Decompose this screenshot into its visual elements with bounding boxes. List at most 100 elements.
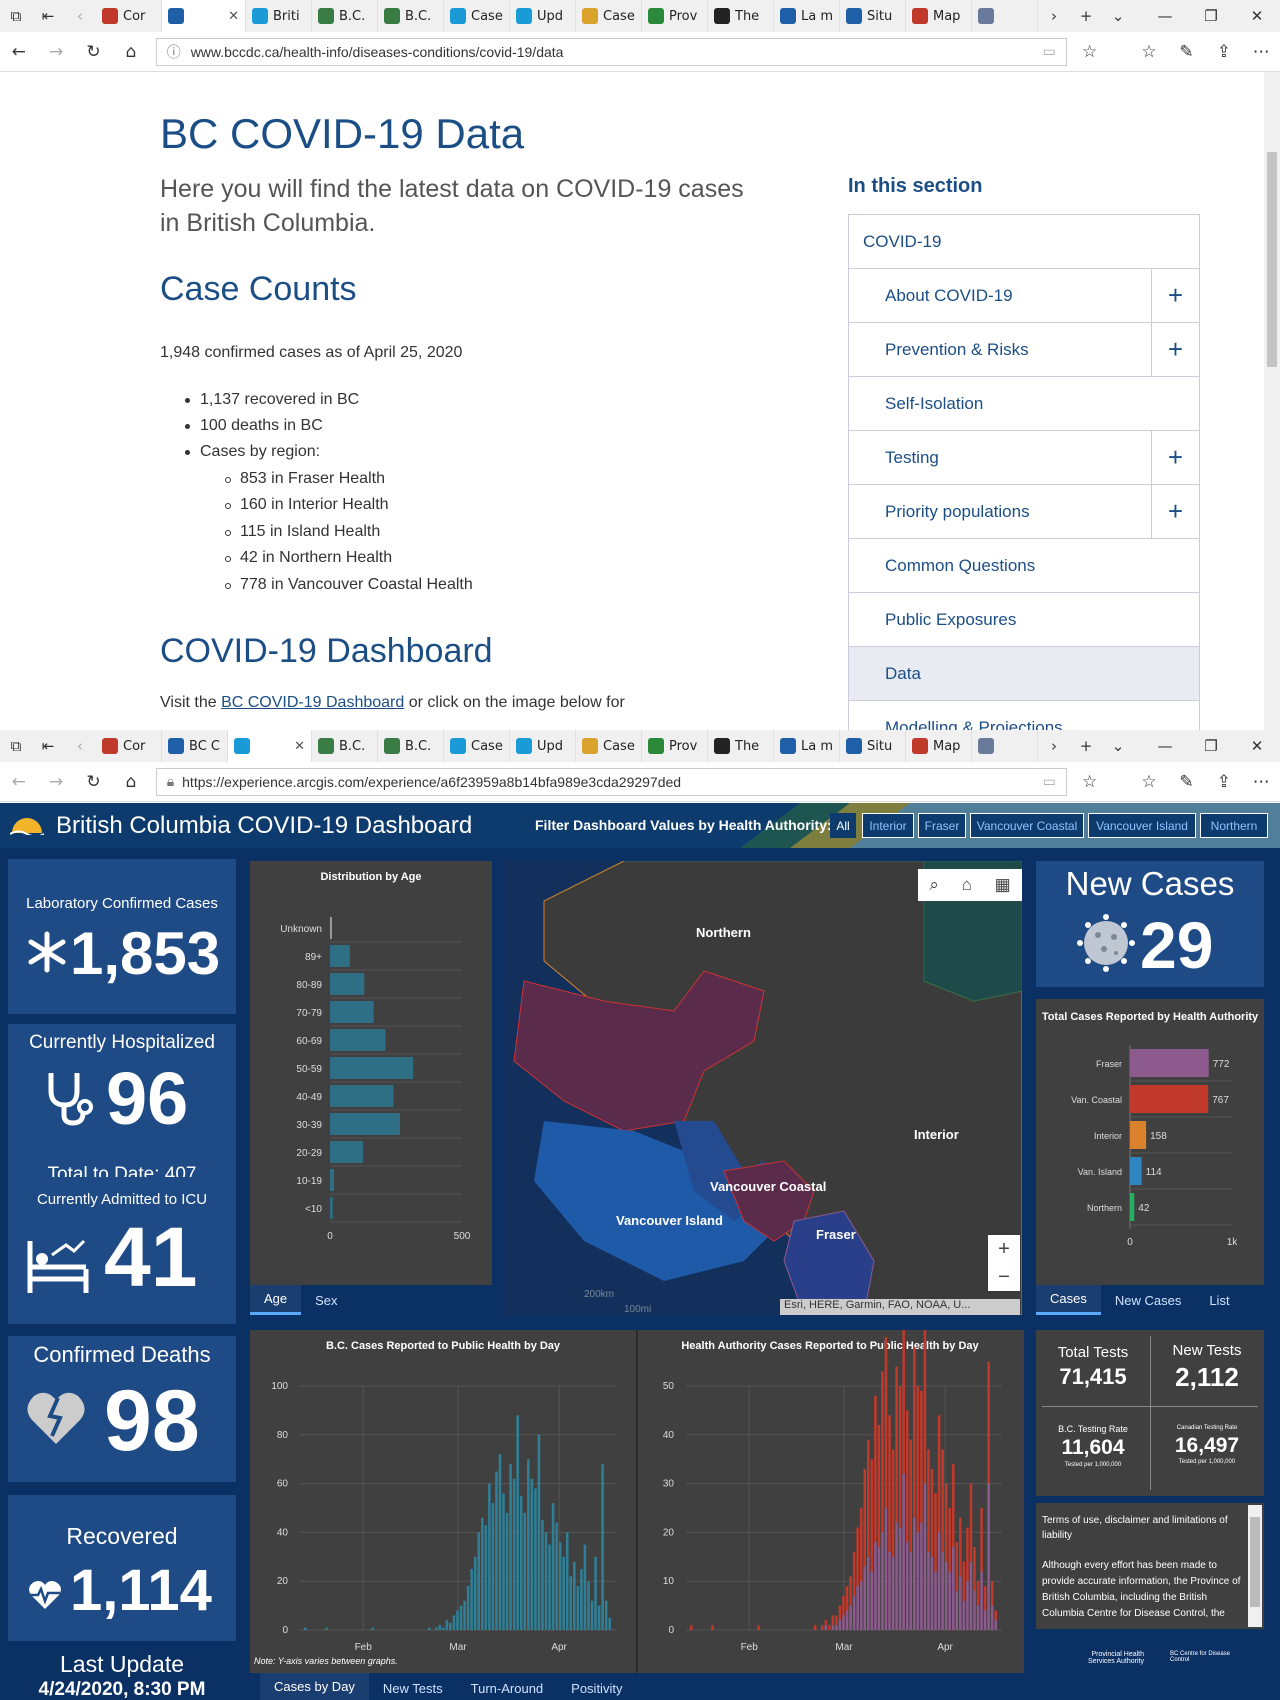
browser-tab[interactable]: Case	[444, 730, 510, 762]
browser-tab[interactable]: Briti	[246, 0, 312, 32]
forward-icon[interactable]: →	[49, 41, 64, 62]
tab-age[interactable]: Age	[250, 1285, 302, 1315]
home-icon[interactable]: ⌂	[125, 771, 137, 792]
browser-tab[interactable]: Map	[906, 0, 972, 32]
refresh-icon[interactable]: ↻	[86, 771, 101, 792]
zoom-out-button[interactable]: −	[998, 1266, 1010, 1288]
dashboard-link[interactable]: BC COVID-19 Dashboard	[221, 694, 405, 711]
expand-plus-icon[interactable]: +	[1151, 431, 1199, 484]
close-window-icon[interactable]: ✕	[1250, 7, 1264, 25]
sidebar-item[interactable]: Modelling & Projections	[849, 701, 1199, 731]
browser-tab[interactable]: Cor	[96, 0, 162, 32]
browser-tab[interactable]: Situ	[840, 0, 906, 32]
browser-tab[interactable]: B.C.	[378, 730, 444, 762]
favorites-icon[interactable]: ☆	[1141, 41, 1157, 62]
pen-icon[interactable]: ✎	[1179, 771, 1194, 792]
restore-icon[interactable]: ❐	[1204, 7, 1218, 25]
browser-tab[interactable]: The	[708, 730, 774, 762]
browser-tab[interactable]	[972, 0, 1038, 32]
browser-tab[interactable]: Situ	[840, 730, 906, 762]
favorite-star-icon[interactable]: ☆	[1081, 41, 1098, 62]
zoom-in-button[interactable]: +	[998, 1238, 1010, 1260]
minimize-icon[interactable]: —	[1157, 737, 1173, 755]
page-scrollbar[interactable]	[1264, 72, 1280, 730]
share-icon[interactable]: ⇪	[1216, 771, 1231, 792]
sidebar-item[interactable]: Self-Isolation	[849, 377, 1199, 431]
tab-sex[interactable]: Sex	[315, 1292, 338, 1308]
restore-icon[interactable]: ❐	[1204, 737, 1218, 755]
map-search-icon[interactable]: ⌕	[929, 875, 939, 894]
tab-scroll-right-icon[interactable]: ›	[1051, 737, 1057, 755]
browser-tab[interactable]: ✕	[162, 0, 246, 32]
tab-list-icon[interactable]: ⌄	[1111, 7, 1125, 25]
map-home-icon[interactable]: ⌂	[961, 875, 972, 894]
set-aside-icon[interactable]: ⇤	[41, 7, 55, 25]
forward-icon[interactable]: →	[49, 771, 64, 792]
sidebar-item[interactable]: About COVID-19 +	[849, 269, 1199, 323]
url-field[interactable]: 🔒︎ https://experience.arcgis.com/experie…	[155, 767, 1067, 796]
browser-tab[interactable]: Prov	[642, 0, 708, 32]
more-icon[interactable]: ⋯	[1252, 41, 1270, 62]
browser-tab[interactable]: B.C.	[312, 0, 378, 32]
filter-interior[interactable]: Interior	[862, 813, 914, 838]
tab-actions-icon[interactable]: ⧉	[10, 7, 22, 25]
map-qr-icon[interactable]: ▦	[994, 875, 1011, 894]
close-tab-icon[interactable]: ✕	[228, 8, 239, 24]
browser-tab[interactable]: ✕	[228, 730, 312, 762]
browser-tab[interactable]: Map	[906, 730, 972, 762]
sidebar-item[interactable]: Testing +	[849, 431, 1199, 485]
refresh-icon[interactable]: ↻	[86, 41, 101, 62]
favorites-icon[interactable]: ☆	[1141, 771, 1157, 792]
tab-new-cases[interactable]: New Cases	[1114, 1292, 1182, 1308]
reading-view-icon[interactable]: ▭	[1042, 773, 1056, 789]
scrollbar-thumb[interactable]	[1267, 152, 1277, 367]
tab-actions-icon[interactable]: ⧉	[10, 737, 22, 755]
tab-new-tests[interactable]: New Tests	[382, 1680, 443, 1696]
browser-tab[interactable]: Case	[576, 730, 642, 762]
browser-tab[interactable]: Upd	[510, 730, 576, 762]
tab-scroll-right-icon[interactable]: ›	[1051, 7, 1057, 25]
minimize-icon[interactable]: —	[1157, 7, 1173, 25]
browser-tab[interactable]: Case	[444, 0, 510, 32]
close-tab-icon[interactable]: ✕	[294, 738, 305, 754]
filter-northern[interactable]: Northern	[1200, 813, 1268, 838]
browser-tab[interactable]: B.C.	[312, 730, 378, 762]
map-view[interactable]: Northern Interior Vancouver Coastal Vanc…	[504, 861, 1022, 1315]
browser-tab[interactable]	[972, 730, 1038, 762]
tab-turn-around[interactable]: Turn-Around	[470, 1680, 544, 1696]
tab-scroll-left-icon[interactable]: ‹	[77, 7, 83, 25]
tab-cases-by-day[interactable]: Cases by Day	[260, 1673, 369, 1700]
sidebar-item[interactable]: Common Questions	[849, 539, 1199, 593]
tab-list-icon[interactable]: ⌄	[1111, 737, 1125, 755]
browser-tab[interactable]: Prov	[642, 730, 708, 762]
browser-tab[interactable]: Upd	[510, 0, 576, 32]
terms-scrollbar[interactable]	[1248, 1505, 1262, 1627]
filter-all[interactable]: All	[830, 813, 856, 838]
reading-view-icon[interactable]: ▭	[1042, 43, 1056, 59]
browser-tab[interactable]: B.C.	[378, 0, 444, 32]
browser-tab[interactable]: Cor	[96, 730, 162, 762]
filter-fraser[interactable]: Fraser	[918, 813, 966, 838]
sidebar-item[interactable]: Public Exposures	[849, 593, 1199, 647]
browser-tab[interactable]: The	[708, 0, 774, 32]
tab-list[interactable]: List	[1209, 1292, 1230, 1308]
tab-positivity[interactable]: Positivity	[571, 1680, 623, 1696]
back-icon[interactable]: ←	[11, 771, 26, 792]
set-aside-icon[interactable]: ⇤	[41, 737, 55, 755]
sidebar-item[interactable]: COVID-19	[849, 215, 1199, 269]
expand-plus-icon[interactable]: +	[1151, 485, 1199, 538]
sidebar-item[interactable]: Data	[849, 647, 1199, 701]
sidebar-item[interactable]: Priority populations +	[849, 485, 1199, 539]
browser-tab[interactable]: La m	[774, 0, 840, 32]
filter-vancouver-coastal[interactable]: Vancouver Coastal	[970, 813, 1084, 838]
tab-scroll-left-icon[interactable]: ‹	[77, 737, 83, 755]
expand-plus-icon[interactable]: +	[1151, 269, 1199, 322]
home-icon[interactable]: ⌂	[125, 41, 137, 62]
browser-tab[interactable]: La m	[774, 730, 840, 762]
browser-tab[interactable]: BC C	[162, 730, 228, 762]
filter-vancouver-island[interactable]: Vancouver Island	[1088, 813, 1196, 838]
expand-plus-icon[interactable]: +	[1151, 323, 1199, 376]
share-icon[interactable]: ⇪	[1216, 41, 1231, 62]
new-tab-icon[interactable]: +	[1079, 7, 1093, 25]
tab-cases[interactable]: Cases	[1036, 1285, 1101, 1315]
